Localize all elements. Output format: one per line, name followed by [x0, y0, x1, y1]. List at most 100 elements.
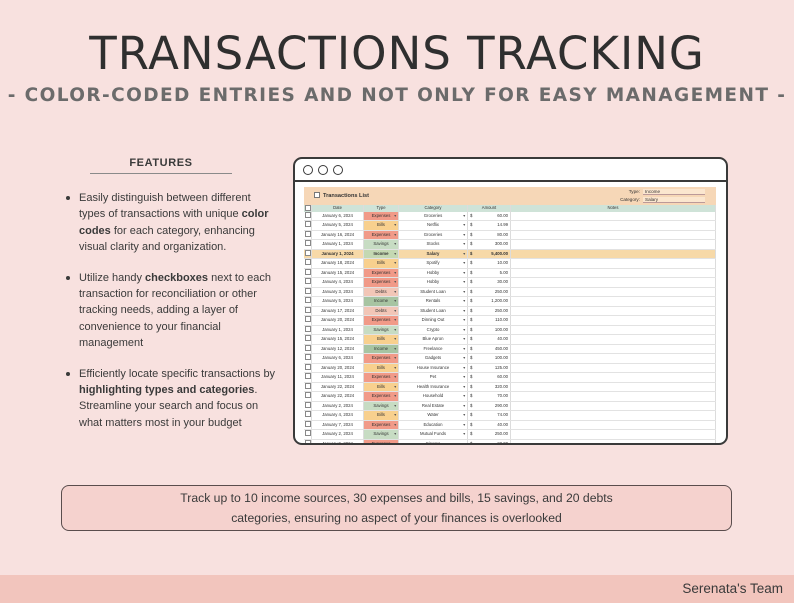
dropdown-arrow-icon[interactable]: ▼ — [462, 356, 466, 360]
row-category-select[interactable]: Pet ▼ — [399, 373, 468, 382]
row-checkbox[interactable] — [304, 259, 312, 268]
row-type-select[interactable]: Expenses ▼ — [364, 392, 399, 401]
row-notes[interactable] — [511, 354, 716, 363]
row-type-select[interactable]: Expenses ▼ — [364, 316, 399, 325]
dropdown-arrow-icon[interactable]: ▼ — [462, 213, 466, 218]
dropdown-arrow-icon[interactable]: ▼ — [393, 384, 397, 389]
row-notes[interactable] — [511, 344, 716, 353]
row-checkbox[interactable] — [304, 344, 312, 353]
dropdown-arrow-icon[interactable]: ▼ — [462, 327, 466, 332]
row-notes[interactable] — [511, 363, 716, 372]
table-row[interactable]: January 5, 2024 Bills ▼ Netflix ▼ $14.99 — [304, 221, 716, 231]
table-row[interactable]: January 15, 2024 Bills ▼ Blue Apron ▼ $40.00 — [304, 335, 716, 345]
row-type-select[interactable]: Expenses ▼ — [364, 354, 399, 363]
dropdown-arrow-icon[interactable]: ▼ — [462, 403, 466, 408]
dropdown-arrow-icon[interactable]: ▼ — [393, 251, 397, 256]
row-notes[interactable] — [511, 221, 716, 230]
dropdown-arrow-icon[interactable]: ▼ — [393, 327, 397, 332]
row-type-select[interactable]: Expenses ▼ — [364, 420, 399, 429]
row-checkbox[interactable] — [304, 401, 312, 410]
row-type-select[interactable]: Expenses ▼ — [364, 278, 399, 287]
dropdown-arrow-icon[interactable]: ▼ — [462, 308, 466, 313]
row-type-select[interactable]: Savings ▼ — [364, 325, 399, 334]
dropdown-arrow-icon[interactable]: ▼ — [462, 441, 466, 445]
category-filter-select[interactable]: Salary — [643, 197, 705, 203]
row-checkbox[interactable] — [304, 335, 312, 344]
row-notes[interactable] — [511, 392, 716, 401]
table-row[interactable]: January 6, 2024 Expenses ▼ Groceries ▼ $60.00 — [304, 211, 716, 221]
row-type-select[interactable]: Savings ▼ — [364, 240, 399, 249]
row-checkbox[interactable] — [304, 373, 312, 382]
table-row[interactable]: January 18, 2024 Bills ▼ Spotify ▼ $10.00 — [304, 259, 716, 269]
table-row[interactable]: January 15, 2024 Expenses ▼ Hobby ▼ $5.00 — [304, 268, 716, 278]
row-category-select[interactable]: Gadgets ▼ — [399, 354, 468, 363]
dropdown-arrow-icon[interactable]: ▼ — [462, 394, 466, 398]
table-row[interactable]: January 5, 2024 Income ▼ Rentals ▼ $1,200.00 — [304, 297, 716, 307]
row-notes[interactable] — [511, 401, 716, 410]
dropdown-arrow-icon[interactable]: ▼ — [393, 337, 397, 341]
row-type-select[interactable]: Expenses ▼ — [364, 268, 399, 277]
row-type-select[interactable]: Expenses ▼ — [364, 230, 399, 239]
dropdown-arrow-icon[interactable]: ▼ — [393, 394, 397, 398]
table-row[interactable]: January 2, 2024 Savings ▼ Real Estate ▼ $290.… — [304, 401, 716, 411]
row-category-select[interactable]: Rentals ▼ — [399, 297, 468, 306]
dropdown-arrow-icon[interactable]: ▼ — [393, 403, 397, 408]
row-checkbox[interactable] — [304, 287, 312, 296]
row-type-select[interactable]: Debts ▼ — [364, 306, 399, 315]
dropdown-arrow-icon[interactable]: ▼ — [462, 242, 466, 246]
row-type-select[interactable]: Bills ▼ — [364, 221, 399, 230]
type-filter-select[interactable]: Income — [643, 189, 705, 195]
row-category-select[interactable]: Education ▼ — [399, 420, 468, 429]
dropdown-arrow-icon[interactable]: ▼ — [393, 223, 397, 227]
row-category-select[interactable]: Student Loan ▼ — [399, 306, 468, 315]
dropdown-arrow-icon[interactable]: ▼ — [393, 270, 397, 275]
row-category-select[interactable]: Household ▼ — [399, 392, 468, 401]
dropdown-arrow-icon[interactable]: ▼ — [462, 337, 466, 341]
table-row[interactable]: January 11, 2024 Expenses ▼ Pet ▼ $60.00 — [304, 373, 716, 383]
row-notes[interactable] — [511, 420, 716, 429]
row-category-select[interactable]: Crypto ▼ — [399, 325, 468, 334]
window-close-button[interactable] — [303, 164, 313, 175]
table-row[interactable]: January 20, 2024 Bills ▼ House Insurance ▼ $1… — [304, 363, 716, 373]
row-category-select[interactable]: Cinema ▼ — [399, 439, 468, 445]
row-checkbox[interactable] — [304, 382, 312, 391]
dropdown-arrow-icon[interactable]: ▼ — [462, 375, 466, 379]
row-type-select[interactable]: Expenses ▼ — [364, 373, 399, 382]
row-notes[interactable] — [511, 249, 716, 258]
table-row[interactable]: January 4, 2024 Expenses ▼ Hobby ▼ $30.00 — [304, 278, 716, 288]
row-category-select[interactable]: Salary ▼ — [399, 249, 468, 258]
row-category-select[interactable]: Hobby ▼ — [399, 268, 468, 277]
window-maximize-button[interactable] — [333, 164, 343, 175]
row-checkbox[interactable] — [304, 306, 312, 315]
row-notes[interactable] — [511, 287, 716, 296]
row-category-select[interactable]: Netflix ▼ — [399, 221, 468, 230]
dropdown-arrow-icon[interactable]: ▼ — [393, 242, 397, 246]
dropdown-arrow-icon[interactable]: ▼ — [462, 318, 466, 322]
row-category-select[interactable]: Stocks ▼ — [399, 240, 468, 249]
dropdown-arrow-icon[interactable]: ▼ — [462, 365, 466, 370]
row-notes[interactable] — [511, 211, 716, 220]
row-category-select[interactable]: Hobby ▼ — [399, 278, 468, 287]
row-checkbox[interactable] — [304, 249, 312, 258]
row-checkbox[interactable] — [304, 392, 312, 401]
row-checkbox[interactable] — [304, 268, 312, 277]
dropdown-arrow-icon[interactable]: ▼ — [393, 365, 397, 370]
dropdown-arrow-icon[interactable]: ▼ — [462, 422, 466, 427]
dropdown-arrow-icon[interactable]: ▼ — [393, 213, 397, 218]
row-category-select[interactable]: Real Estate ▼ — [399, 401, 468, 410]
row-type-select[interactable]: Bills ▼ — [364, 411, 399, 420]
row-category-select[interactable]: Water ▼ — [399, 411, 468, 420]
category-filter[interactable]: Category: Salary — [616, 197, 705, 203]
row-type-select[interactable]: Bills ▼ — [364, 382, 399, 391]
table-row[interactable]: January 22, 2024 Expenses ▼ Household ▼ $70.0… — [304, 392, 716, 402]
row-notes[interactable] — [511, 411, 716, 420]
dropdown-arrow-icon[interactable]: ▼ — [393, 346, 397, 351]
dropdown-arrow-icon[interactable]: ▼ — [462, 251, 466, 256]
dropdown-arrow-icon[interactable]: ▼ — [393, 232, 397, 237]
row-category-select[interactable]: Health Insurance ▼ — [399, 382, 468, 391]
dropdown-arrow-icon[interactable]: ▼ — [462, 432, 466, 436]
row-notes[interactable] — [511, 230, 716, 239]
row-notes[interactable] — [511, 268, 716, 277]
row-checkbox[interactable] — [304, 230, 312, 239]
row-notes[interactable] — [511, 240, 716, 249]
